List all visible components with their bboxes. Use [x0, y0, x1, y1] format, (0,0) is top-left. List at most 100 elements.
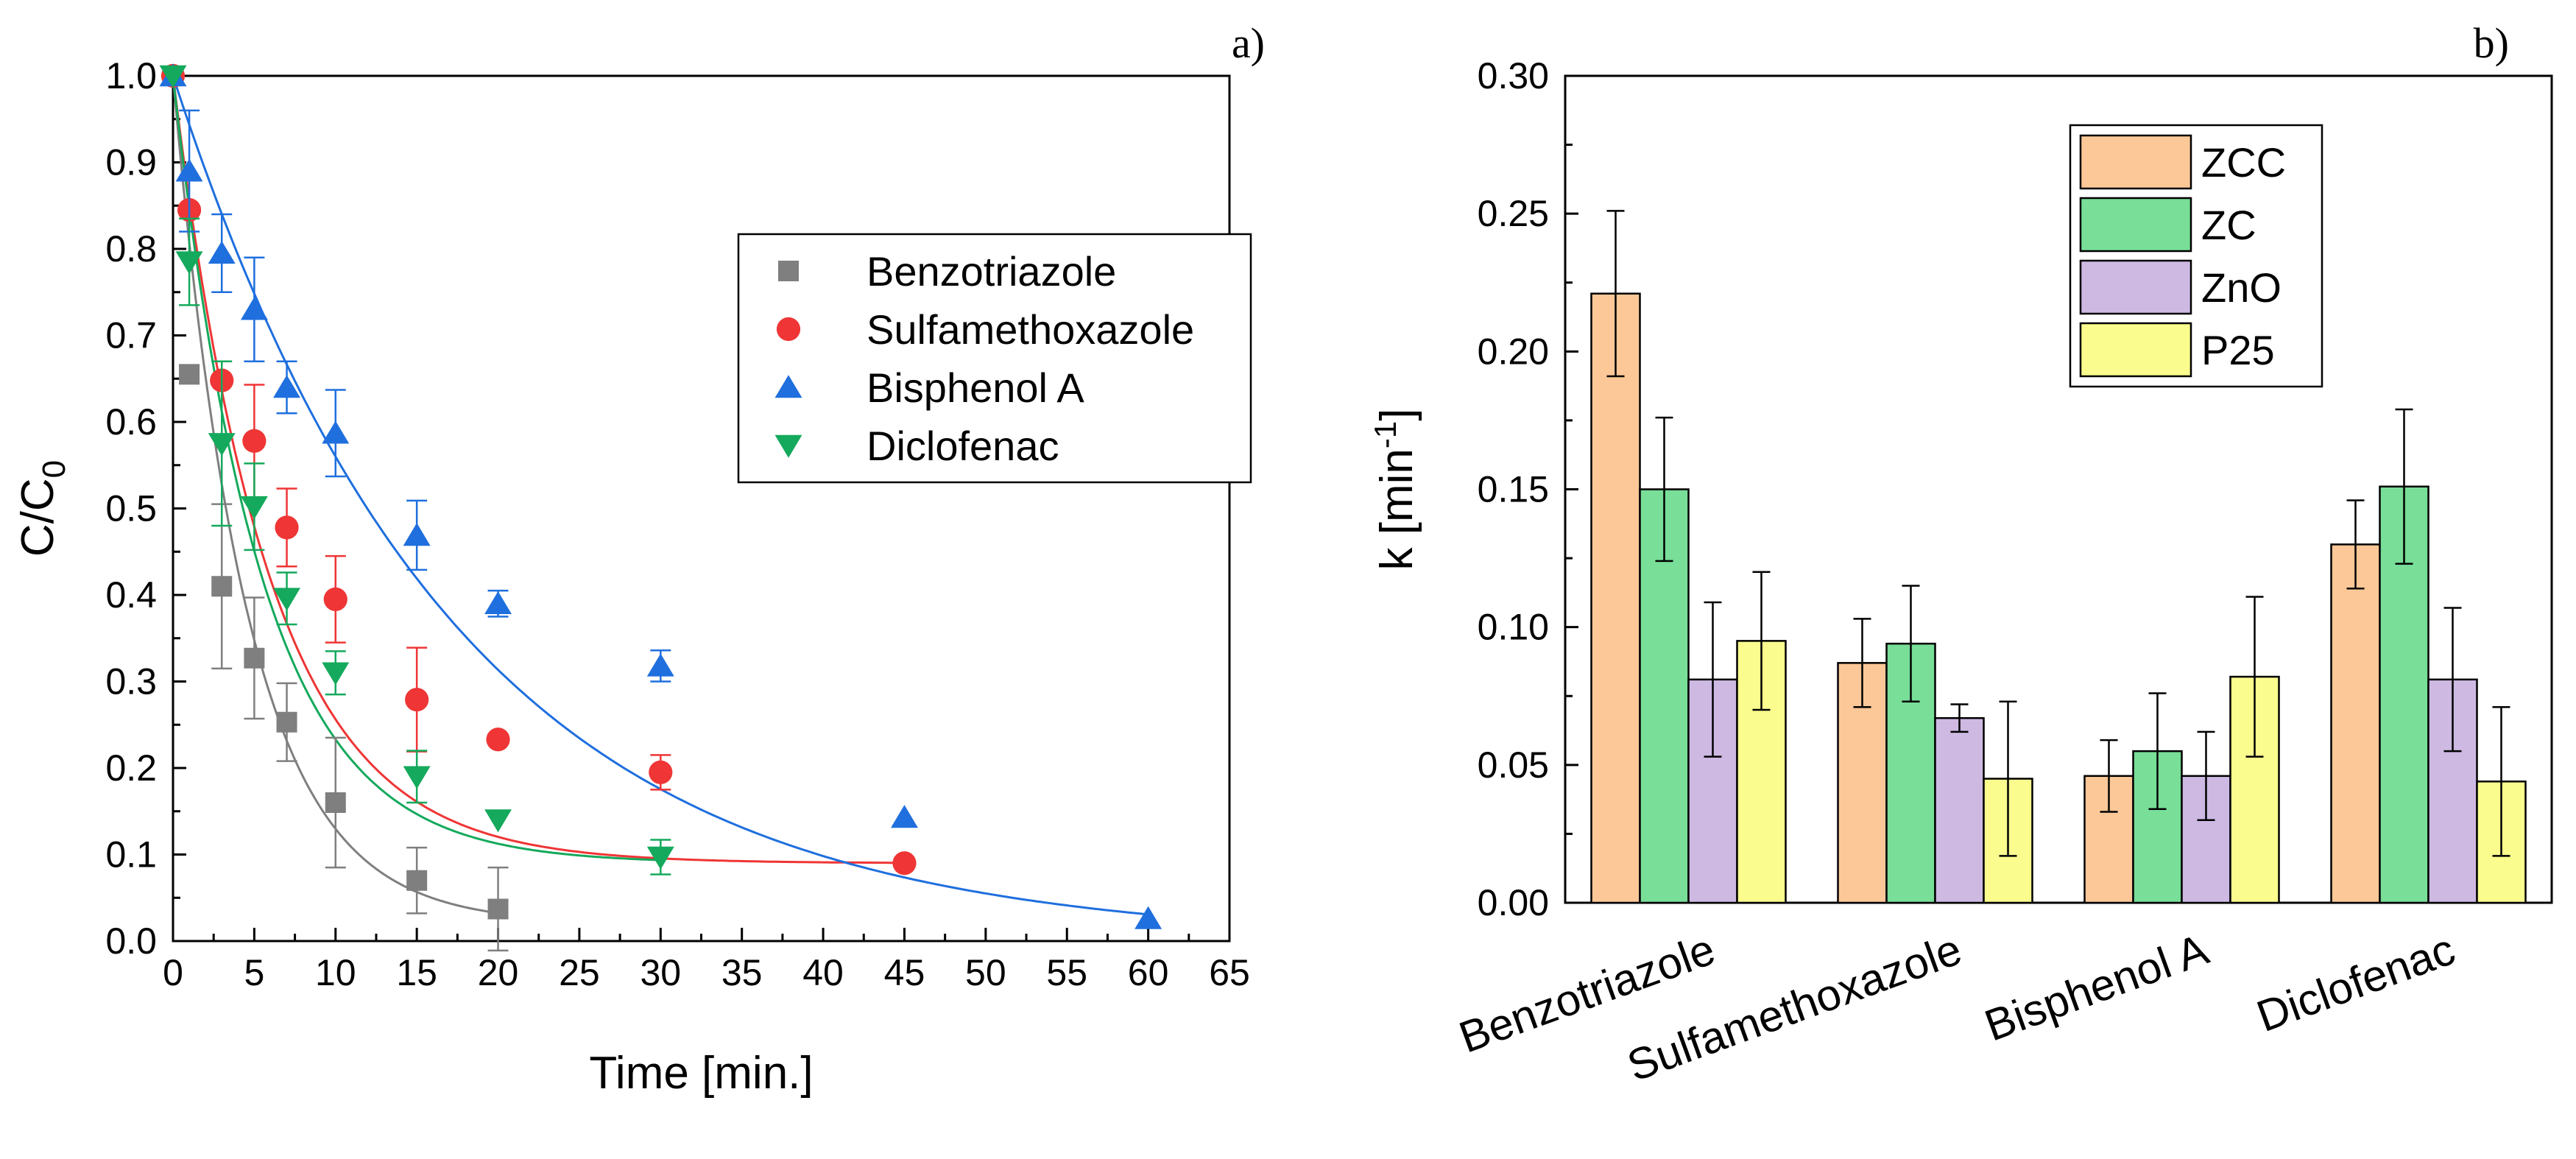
panel-b-rate-constant-bar-chart: 0.00 0.05 0.10 0.15 0.20 0.25 0.30 k [min-1] b) B… — [1368, 19, 2553, 1091]
data-point-bisphenol-a — [403, 523, 431, 546]
data-point-sulfamethoxazole — [649, 760, 673, 784]
legend-marker-sulfamethoxazole — [776, 317, 801, 342]
legend-marker-bisphenol-a — [774, 375, 802, 398]
y-tick-label: 0.5 — [105, 488, 157, 529]
legend-label-p25: P25 — [2201, 327, 2275, 373]
data-point-benzotriazole — [179, 364, 200, 385]
data-point-bisphenol-a — [484, 591, 512, 615]
y-axis-title: k [min-1] — [1368, 409, 1422, 571]
y-axis-title-main: k [min — [1372, 448, 1422, 570]
legend-label-zcc: ZCC — [2201, 139, 2286, 186]
legend-label-zc: ZC — [2201, 202, 2256, 248]
legend-swatch-zno — [2079, 259, 2192, 315]
data-point-diclofenac — [403, 766, 431, 789]
y-tick-label: 0.10 — [1478, 607, 1549, 648]
panel-label-b: b) — [2474, 19, 2509, 67]
y-tick-label: 0.25 — [1478, 193, 1549, 234]
y-axis-title-superscript: -1 — [1368, 421, 1402, 448]
x-tick-label: 45 — [884, 952, 925, 993]
data-point-diclofenac — [484, 809, 512, 833]
x-tick-label: 65 — [1209, 952, 1250, 993]
data-point-diclofenac — [240, 496, 268, 519]
x-tick-label: 20 — [478, 952, 519, 993]
panel-a-degradation-kinetics-chart: 0 5 10 15 20 25 30 35 40 45 50 55 60 65 0.0 0.1 0.2 0.3 0.… — [13, 19, 1265, 1099]
x-tick-label: 0 — [163, 952, 183, 993]
fit-curve-sulfamethoxazole — [172, 75, 905, 864]
y-tick-label: 0.3 — [105, 661, 157, 702]
data-point-sulfamethoxazole — [275, 515, 299, 540]
y-tick-label: 0.2 — [105, 747, 157, 789]
y-tick-label: 1.0 — [105, 55, 157, 96]
legend-swatch-zcc — [2079, 134, 2192, 190]
data-point-sulfamethoxazole — [892, 851, 917, 876]
data-point-benzotriazole — [211, 576, 233, 597]
y-axis-title-end: ] — [1372, 409, 1422, 421]
x-tick-label: 5 — [244, 952, 264, 993]
x-tick-label: 50 — [965, 952, 1006, 993]
legend-marker-diclofenac — [774, 434, 802, 458]
x-tick-label: 60 — [1128, 952, 1169, 993]
legend-label-zno: ZnO — [2201, 264, 2282, 311]
data-point-bisphenol-a — [322, 420, 350, 444]
legend-a: Benzotriazole Sulfamethoxazole Bisphenol A… — [737, 233, 1252, 484]
y-tick-label: 0.4 — [105, 574, 157, 616]
data-point-bisphenol-a — [890, 805, 918, 828]
data-point-diclofenac — [175, 251, 203, 275]
data-point-benzotriazole — [325, 792, 346, 813]
y-tick-label: 0.30 — [1478, 55, 1549, 96]
y-tick-label: 0.0 — [105, 920, 157, 962]
data-point-bisphenol-a — [1135, 906, 1162, 929]
legend-label-bisphenol-a: Bisphenol A — [867, 364, 1084, 411]
x-category-label: Bisphenol A — [1978, 924, 2215, 1050]
x-tick-label: 55 — [1046, 952, 1087, 993]
bar-diclofenac-zcc — [2330, 543, 2381, 904]
legend-label-diclofenac: Diclofenac — [867, 423, 1059, 469]
y-tick-label: 0.1 — [105, 834, 157, 876]
x-tick-label: 35 — [721, 952, 763, 993]
y-axis-title: C/C0 — [13, 460, 72, 557]
data-point-sulfamethoxazole — [242, 429, 267, 453]
data-point-diclofenac — [159, 65, 187, 88]
bar-benzotriazole-zcc — [1590, 292, 1641, 904]
data-point-bisphenol-a — [240, 297, 268, 320]
legend-label-benzotriazole: Benzotriazole — [867, 248, 1116, 295]
x-tick-label: 15 — [396, 952, 437, 993]
data-point-benzotriazole — [276, 711, 297, 733]
y-tick-label: 0.6 — [105, 401, 157, 443]
data-point-benzotriazole — [244, 647, 265, 669]
y-axis-title-subscript: 0 — [36, 460, 72, 478]
legend-box — [737, 233, 1252, 484]
bar-sulfamethoxazole-zno — [1934, 716, 1985, 904]
data-point-sulfamethoxazole — [323, 587, 347, 611]
y-tick-label: 0.20 — [1478, 331, 1549, 372]
y-tick-label: 0.15 — [1478, 469, 1549, 510]
data-point-sulfamethoxazole — [405, 688, 429, 712]
y-tick-label: 0.9 — [105, 142, 157, 183]
legend-b: ZCC ZC ZnO P25 — [2069, 124, 2323, 388]
x-tick-label: 25 — [559, 952, 600, 993]
x-axis-title: Time [min.] — [589, 1048, 813, 1099]
data-point-bisphenol-a — [175, 158, 203, 182]
legend-marker-benzotriazole — [778, 261, 799, 281]
y-tick-label: 0.7 — [105, 315, 157, 356]
data-point-bisphenol-a — [273, 375, 301, 398]
legend-swatch-p25 — [2079, 322, 2192, 378]
data-point-diclofenac — [322, 662, 350, 686]
data-point-benzotriazole — [406, 870, 428, 891]
x-tick-label: 40 — [802, 952, 844, 993]
legend-swatch-zc — [2079, 197, 2192, 253]
data-point-bisphenol-a — [208, 241, 236, 264]
panel-label-a: a) — [1232, 19, 1265, 67]
y-tick-label: 0.05 — [1478, 744, 1549, 786]
data-point-sulfamethoxazole — [486, 728, 510, 752]
data-point-diclofenac — [273, 588, 301, 611]
legend-label-sulfamethoxazole: Sulfamethoxazole — [867, 306, 1194, 353]
y-axis-title-main: C/C — [13, 478, 63, 557]
x-category-label: Diclofenac — [2251, 924, 2461, 1041]
data-point-benzotriazole — [487, 898, 509, 920]
x-tick-label: 30 — [640, 952, 681, 993]
y-tick-label: 0.00 — [1478, 882, 1549, 923]
fit-curve-diclofenac — [172, 75, 661, 862]
y-tick-label: 0.8 — [105, 228, 157, 270]
